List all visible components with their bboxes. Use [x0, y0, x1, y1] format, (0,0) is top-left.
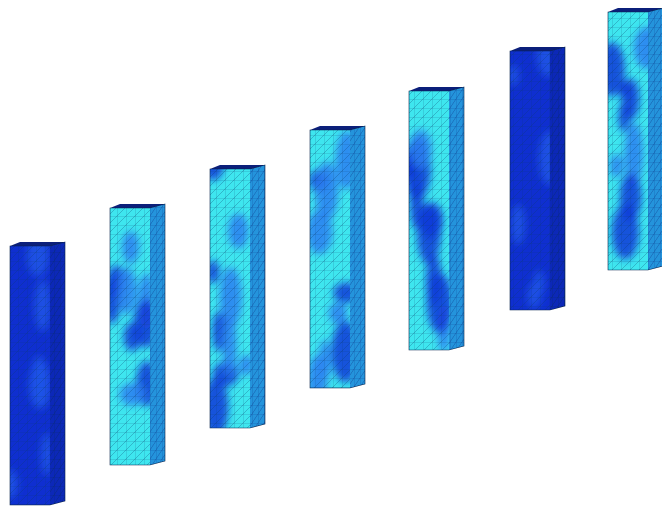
side-mesh [550, 47, 565, 310]
mesh [10, 246, 50, 505]
column [306, 126, 365, 405]
column [400, 87, 464, 353]
front-face [400, 91, 453, 353]
column [104, 204, 165, 465]
side-shade [150, 204, 165, 465]
mesh [110, 208, 150, 465]
page: (() => { const svg = document.getElement… [0, 0, 662, 512]
mesh [510, 51, 550, 310]
mesh [310, 130, 350, 388]
column [2, 236, 65, 505]
column [507, 30, 565, 310]
mesh [608, 12, 648, 270]
scene [0, 0, 662, 512]
mesh [409, 91, 449, 350]
side-shade [250, 165, 265, 428]
mesh [210, 169, 250, 428]
side-mesh [50, 242, 65, 505]
column [598, 8, 662, 270]
column [202, 150, 265, 437]
side-shade [648, 8, 662, 270]
side-shade [350, 126, 365, 388]
side-shade [449, 87, 464, 350]
